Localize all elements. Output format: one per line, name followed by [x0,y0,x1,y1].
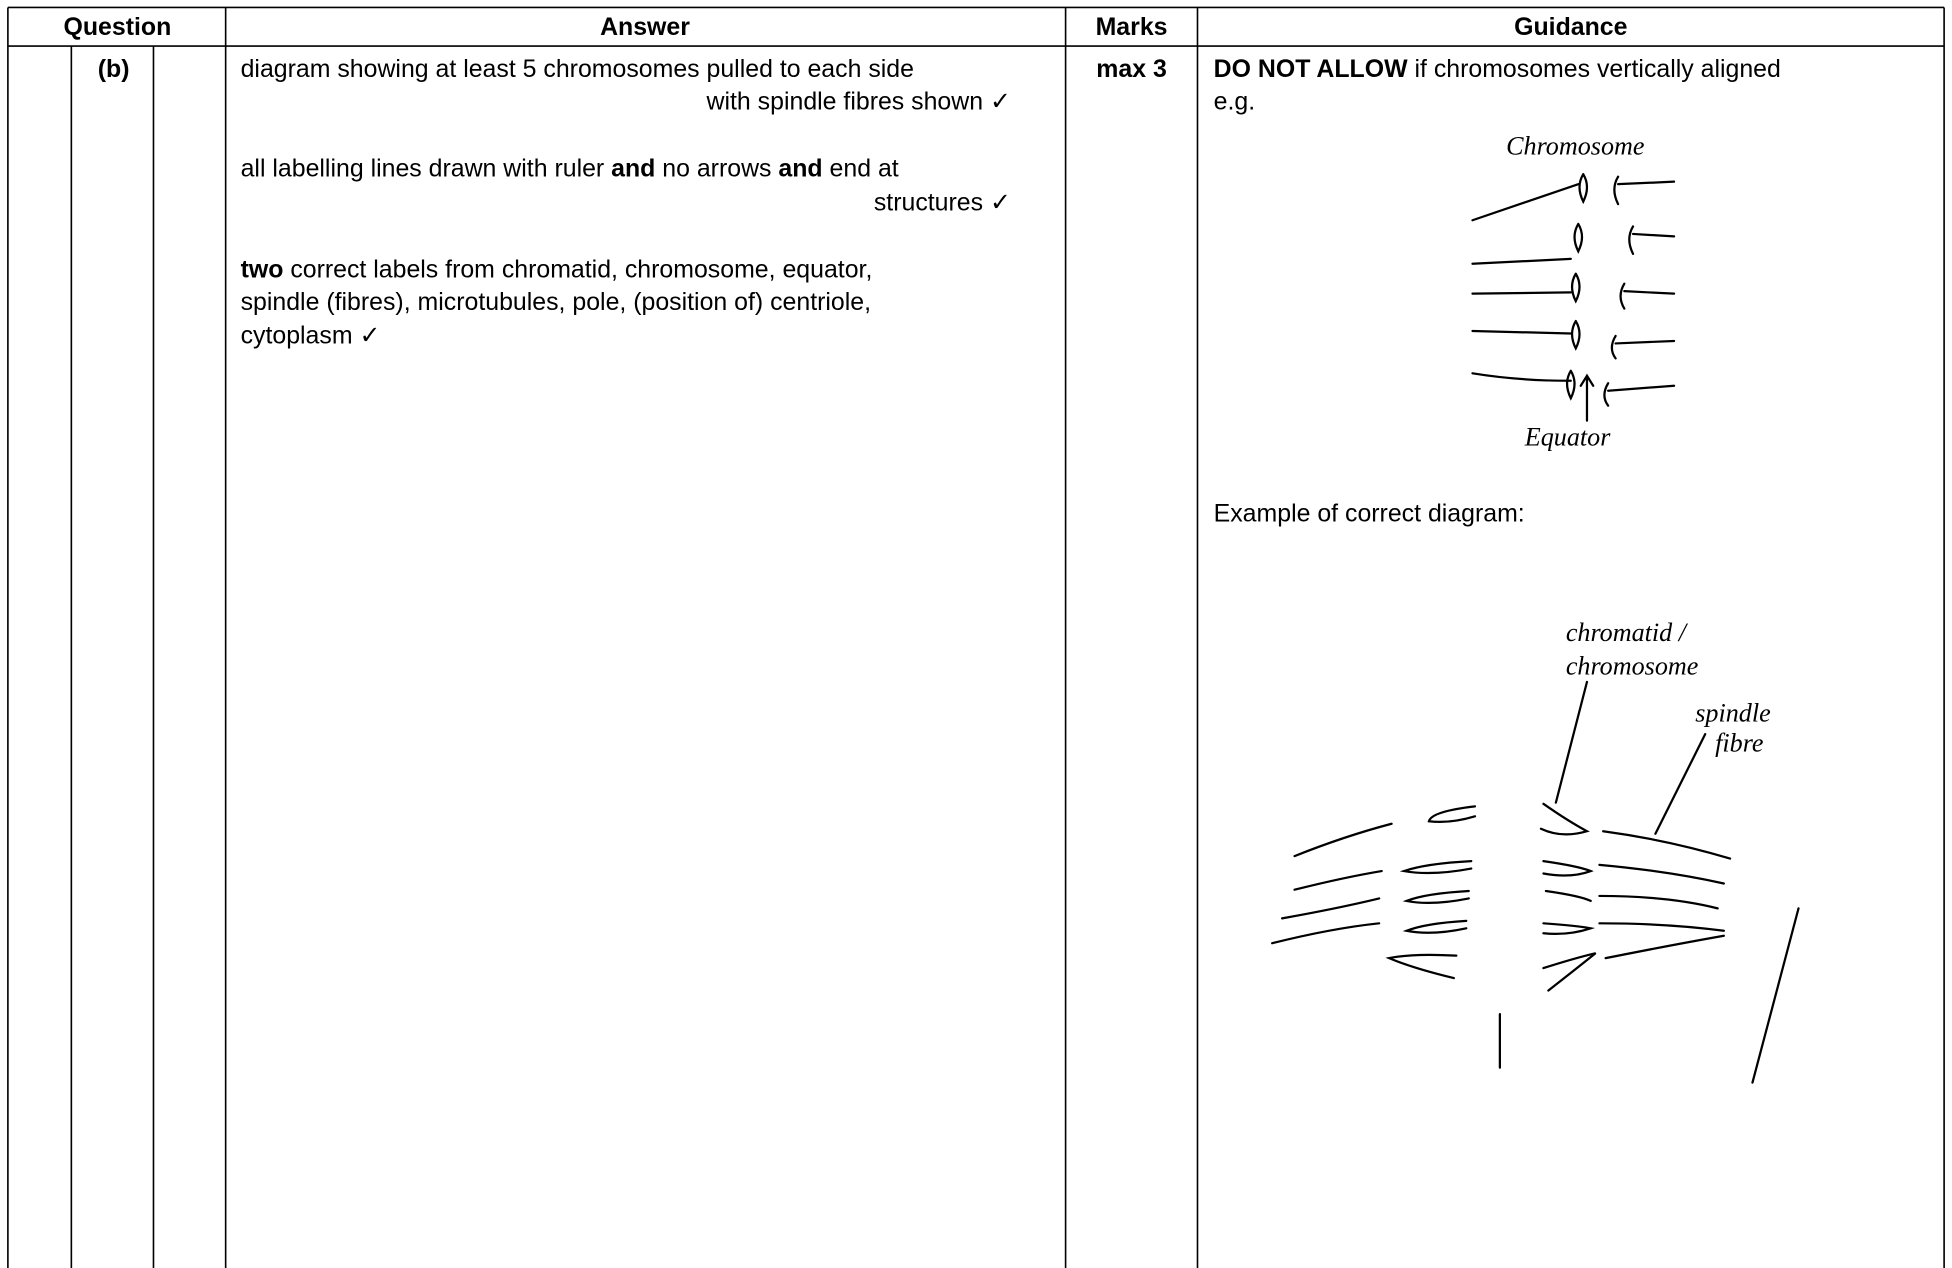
answer-text: all labelling lines drawn with ruler and… [241,155,899,183]
guidance-text: DO NOT ALLOW if chromosomes vertically a… [1214,55,1781,83]
marks: max 3 [1096,55,1167,83]
answer-text: two correct labels from chromatid, chrom… [241,255,873,283]
table-rules [7,6,1945,1268]
correct-diagram: chromatid / chromosome spindle fibre [1271,618,1800,1084]
answer-text: cytoplasm ✓ [241,321,381,349]
answer-run: all labelling lines drawn with ruler [241,155,612,183]
header-marks: Marks [1096,13,1168,41]
answer-bold: and [611,155,655,183]
header-answer: Answer [600,13,690,41]
figure-label: chromosome [1566,651,1699,680]
guidance-bold: DO NOT ALLOW [1214,55,1408,83]
guidance-text: Example of correct diagram: [1214,499,1525,527]
answer-text: with spindle fibres shown ✓ [706,88,1011,116]
question-part: (b) [98,55,130,83]
answer-run: correct labels from chromatid, chromosom… [283,255,872,283]
answer-text: structures ✓ [874,188,1011,216]
guidance-text: e.g. [1214,88,1256,116]
answer-run: end at [823,155,899,183]
answer-text: diagram showing at least 5 chromosomes p… [241,55,914,83]
figure-label: Equator [1524,422,1611,451]
answer-run: no arrows [655,155,778,183]
figure-label: Chromosome [1506,131,1645,160]
figure-label: chromatid / [1566,618,1689,647]
header-guidance: Guidance [1514,13,1627,41]
answer-bold: two [241,255,284,283]
answer-bold: and [778,155,822,183]
answer-text: spindle (fibres), microtubules, pole, (p… [241,288,871,316]
figure-label: spindle [1695,699,1771,728]
incorrect-diagram: Chromosome Equator [1471,131,1676,451]
figure-label: fibre [1715,729,1764,758]
guidance-run: if chromosomes vertically aligned [1408,55,1781,83]
header-question: Question [63,13,171,41]
